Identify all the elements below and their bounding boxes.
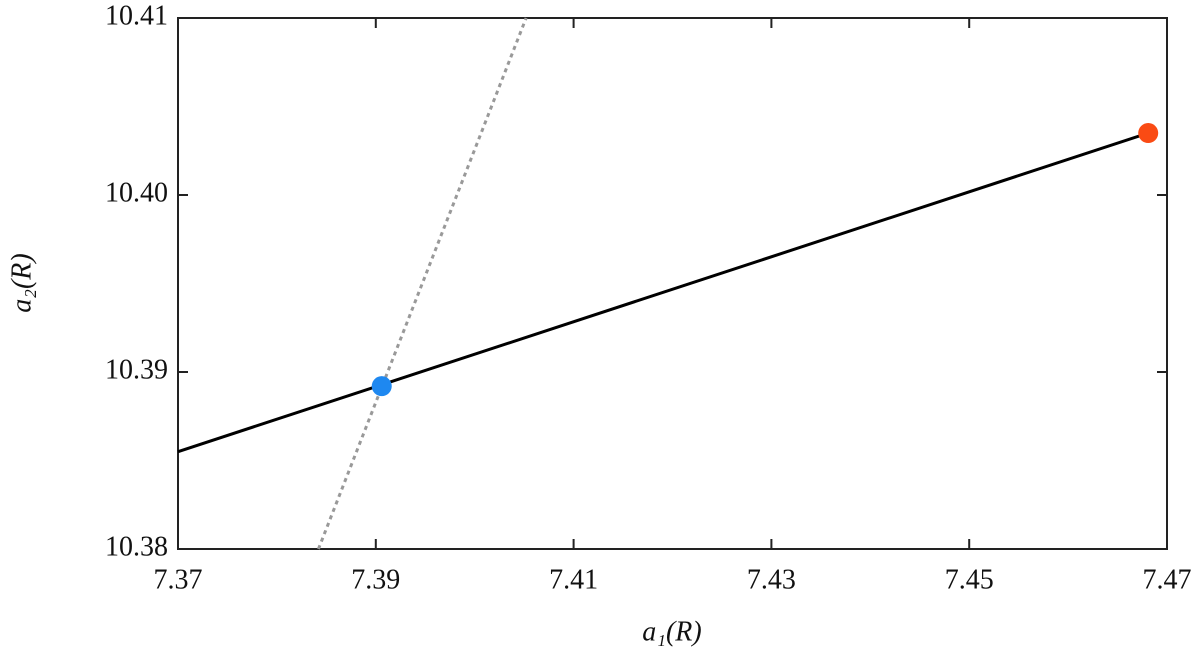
x-tick-label: 7.39: [351, 564, 400, 595]
y-tick-label: 10.40: [105, 177, 168, 208]
data-point: [1138, 123, 1159, 144]
x-tick-label: 7.47: [1143, 564, 1192, 595]
y-tick-label: 10.38: [105, 531, 168, 562]
y-axis-label: a₂(R): [6, 253, 37, 313]
data-line: [177, 131, 1149, 454]
x-tick-label: 7.41: [549, 564, 598, 595]
x-tick-label: 7.37: [154, 564, 203, 595]
y-tick-label: 10.41: [105, 0, 168, 31]
x-tick-label: 7.43: [747, 564, 796, 595]
x-tick-label: 7.45: [945, 564, 994, 595]
plot-frame: [177, 17, 1168, 550]
y-tick-label: 10.39: [105, 354, 168, 385]
data-point: [371, 376, 392, 397]
x-axis-label: a₁(R): [642, 616, 702, 647]
data-line: [317, 17, 528, 550]
